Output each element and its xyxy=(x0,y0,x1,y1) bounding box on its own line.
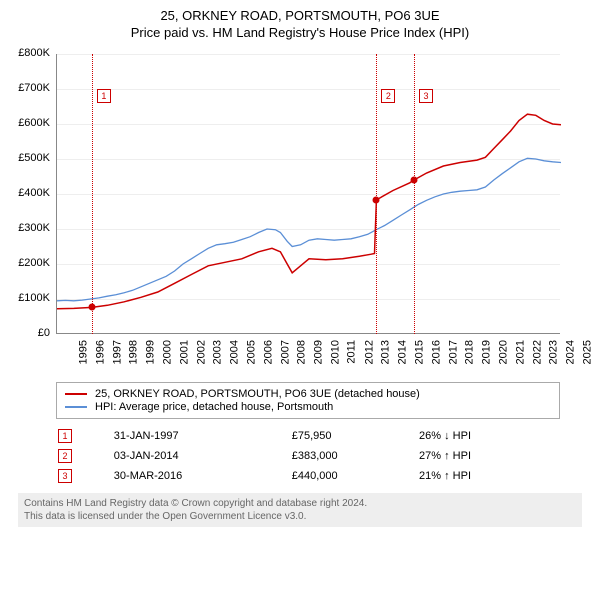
x-tick-label: 2021 xyxy=(514,340,526,364)
x-tick-label: 2007 xyxy=(279,340,291,364)
sale-marker-dot xyxy=(411,177,418,184)
sales-row: 203-JAN-2014£383,00027% ↑ HPI xyxy=(58,447,558,465)
x-tick-label: 1999 xyxy=(145,340,157,364)
legend-swatch xyxy=(65,406,87,408)
x-tick-label: 2010 xyxy=(329,340,341,364)
y-tick-label: £500K xyxy=(8,152,50,164)
sales-delta: 26% ↓ HPI xyxy=(419,427,558,445)
x-tick-label: 2003 xyxy=(212,340,224,364)
x-tick-label: 2017 xyxy=(447,340,459,364)
sales-date: 31-JAN-1997 xyxy=(114,427,290,445)
sale-marker-label: 2 xyxy=(381,89,395,103)
x-tick-label: 2014 xyxy=(397,340,409,364)
sale-marker-line xyxy=(92,54,93,334)
x-tick-label: 2020 xyxy=(497,340,509,364)
legend-label: 25, ORKNEY ROAD, PORTSMOUTH, PO6 3UE (de… xyxy=(95,388,420,400)
x-tick-label: 2015 xyxy=(413,340,425,364)
sales-price: £440,000 xyxy=(292,467,417,485)
y-tick-label: £800K xyxy=(8,47,50,59)
sale-marker-label: 1 xyxy=(97,89,111,103)
sales-row: 131-JAN-1997£75,95026% ↓ HPI xyxy=(58,427,558,445)
legend-label: HPI: Average price, detached house, Port… xyxy=(95,401,333,413)
y-tick-label: £100K xyxy=(8,292,50,304)
sales-marker: 2 xyxy=(58,447,112,465)
x-tick-label: 2025 xyxy=(581,340,593,364)
y-tick-label: £0 xyxy=(8,327,50,339)
legend-row-price-paid: 25, ORKNEY ROAD, PORTSMOUTH, PO6 3UE (de… xyxy=(65,388,551,400)
x-tick-label: 2004 xyxy=(229,340,241,364)
y-tick-label: £400K xyxy=(8,187,50,199)
attrib-line: Contains HM Land Registry data © Crown c… xyxy=(24,497,576,510)
sales-price: £383,000 xyxy=(292,447,417,465)
sales-date: 03-JAN-2014 xyxy=(114,447,290,465)
x-tick-label: 2008 xyxy=(296,340,308,364)
attribution: Contains HM Land Registry data © Crown c… xyxy=(18,493,582,527)
x-tick-label: 2005 xyxy=(245,340,257,364)
x-tick-label: 2012 xyxy=(363,340,375,364)
x-tick-label: 2024 xyxy=(565,340,577,364)
x-tick-label: 1998 xyxy=(128,340,140,364)
x-tick-label: 2006 xyxy=(262,340,274,364)
x-tick-label: 2009 xyxy=(313,340,325,364)
y-tick-label: £300K xyxy=(8,222,50,234)
x-tick-label: 2018 xyxy=(464,340,476,364)
chart-titles: 25, ORKNEY ROAD, PORTSMOUTH, PO6 3UE Pri… xyxy=(8,8,592,40)
chart-area: 1 2 3 £0 £100K £200K £300K £400K £500K £600K £700… xyxy=(8,46,592,376)
x-tick-label: 2001 xyxy=(178,340,190,364)
sale-marker-label: 3 xyxy=(419,89,433,103)
x-tick-label: 2002 xyxy=(195,340,207,364)
y-tick-label: £200K xyxy=(8,257,50,269)
x-tick-label: 2022 xyxy=(531,340,543,364)
sales-date: 30-MAR-2016 xyxy=(114,467,290,485)
sales-delta: 21% ↑ HPI xyxy=(419,467,558,485)
x-tick-label: 2000 xyxy=(161,340,173,364)
legend-row-hpi: HPI: Average price, detached house, Port… xyxy=(65,401,551,413)
sales-table: 131-JAN-1997£75,95026% ↓ HPI 203-JAN-2014… xyxy=(56,425,560,487)
y-tick-label: £600K xyxy=(8,117,50,129)
sale-marker-dot xyxy=(88,304,95,311)
x-tick-label: 1996 xyxy=(94,340,106,364)
legend-swatch xyxy=(65,393,87,395)
sales-marker: 1 xyxy=(58,427,112,445)
sales-delta: 27% ↑ HPI xyxy=(419,447,558,465)
x-tick-label: 1995 xyxy=(77,340,89,364)
attrib-line: This data is licensed under the Open Gov… xyxy=(24,510,576,523)
legend: 25, ORKNEY ROAD, PORTSMOUTH, PO6 3UE (de… xyxy=(56,382,560,419)
x-tick-label: 1997 xyxy=(111,340,123,364)
sale-marker-dot xyxy=(373,196,380,203)
title-subtitle: Price paid vs. HM Land Registry's House … xyxy=(8,25,592,40)
x-tick-label: 2016 xyxy=(430,340,442,364)
title-address: 25, ORKNEY ROAD, PORTSMOUTH, PO6 3UE xyxy=(8,8,592,23)
x-tick-label: 2023 xyxy=(548,340,560,364)
plot-area: 1 2 3 xyxy=(56,54,560,334)
x-tick-label: 2013 xyxy=(380,340,392,364)
sale-marker-line xyxy=(376,54,377,334)
sale-marker-line xyxy=(414,54,415,334)
x-tick-label: 2019 xyxy=(481,340,493,364)
sales-price: £75,950 xyxy=(292,427,417,445)
sales-row: 330-MAR-2016£440,00021% ↑ HPI xyxy=(58,467,558,485)
sales-marker: 3 xyxy=(58,467,112,485)
y-tick-label: £700K xyxy=(8,82,50,94)
chart-lines xyxy=(57,54,561,334)
x-tick-label: 2011 xyxy=(345,340,357,364)
